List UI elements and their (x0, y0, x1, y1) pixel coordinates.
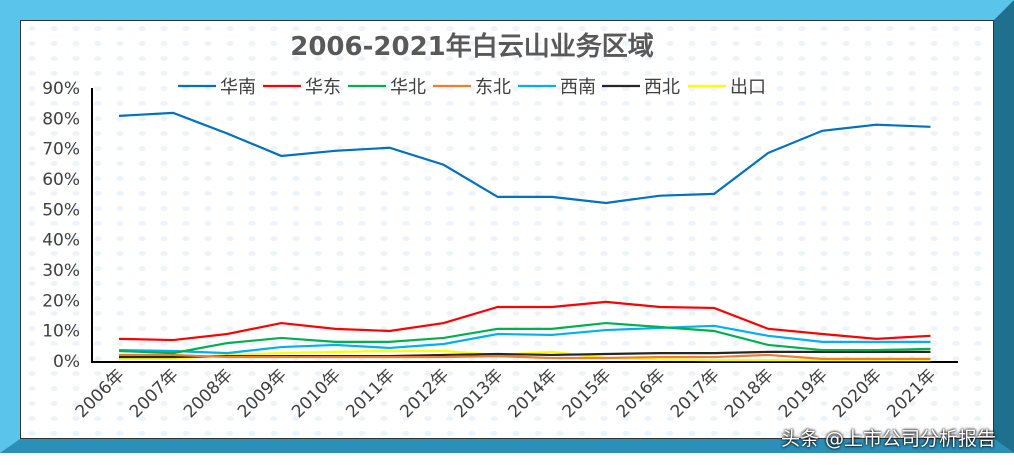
legend-label: 华北 (390, 77, 426, 98)
y-tick-label: 40% (42, 231, 80, 251)
frame-bevel-bottom (0, 439, 1014, 453)
y-tick-label: 90% (42, 79, 80, 99)
y-tick-label: 80% (42, 109, 80, 129)
x-tick-label: 2009年 (234, 365, 291, 422)
y-tick-label: 60% (42, 170, 80, 190)
x-tick-label: 2013年 (450, 365, 507, 422)
y-tick-label: 20% (42, 291, 80, 311)
watermark: 头条 @上市公司分析报告 (780, 428, 996, 450)
x-tick-label: 2017年 (667, 365, 724, 422)
series-line-华东 (118, 300, 931, 342)
x-tick-label: 2007年 (126, 365, 183, 422)
x-tick-label: 2011年 (342, 365, 399, 422)
x-tick-label: 2019年 (775, 365, 832, 422)
y-tick-label: 30% (42, 261, 80, 281)
x-tick-label: 2006年 (72, 365, 129, 422)
y-tick-label: 70% (42, 140, 80, 160)
series-line-华南 (118, 111, 931, 205)
x-tick-label: 2008年 (180, 365, 237, 422)
chart-frame (0, 0, 1014, 453)
x-tick-label: 2014年 (505, 365, 562, 422)
x-tick-label: 2016年 (613, 365, 670, 422)
frame-bevel-right (994, 0, 1014, 453)
series-line-西南 (118, 324, 931, 355)
chart-title: 2006-2021年白云山业务区域 (290, 31, 654, 62)
x-tick-label: 2020年 (829, 365, 886, 422)
x-tick-label: 2015年 (559, 365, 616, 422)
legend-label: 华东 (305, 77, 341, 98)
y-tick-label: 50% (42, 200, 80, 220)
series-line-华北 (118, 321, 931, 355)
legend-label: 西北 (644, 77, 680, 98)
chart-area (20, 20, 994, 439)
y-tick-label: 0% (53, 352, 80, 372)
x-tick-label: 2012年 (396, 365, 453, 422)
legend-label: 西南 (560, 77, 596, 98)
x-tick-label: 2010年 (288, 365, 345, 422)
x-tick-label: 2018年 (721, 365, 778, 422)
x-tick-label: 2021年 (883, 365, 940, 422)
legend-label: 东北 (475, 77, 511, 98)
legend-label: 出口 (730, 77, 766, 98)
legend-label: 华南 (220, 77, 256, 98)
y-tick-label: 10% (42, 322, 80, 342)
series-line-东北 (119, 353, 931, 360)
